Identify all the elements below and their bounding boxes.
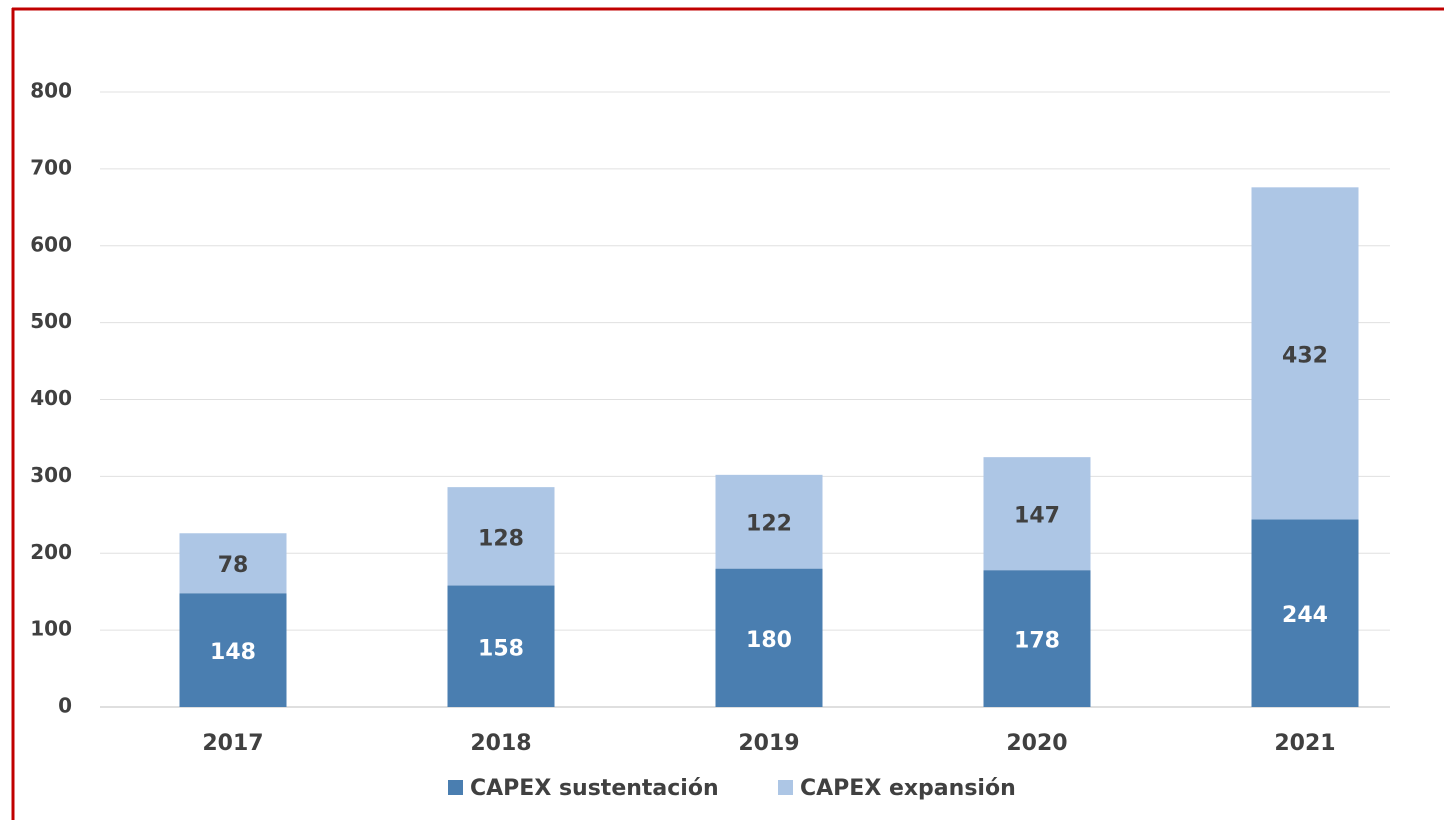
legend-label: CAPEX sustentación (470, 776, 719, 801)
x-tick-label: 2017 (202, 731, 263, 756)
legend-label: CAPEX expansión (800, 776, 1016, 801)
bar-segment (715, 568, 823, 707)
data-label: 178 (1014, 629, 1060, 654)
y-tick-label: 800 (30, 79, 72, 103)
bar-segment (447, 487, 555, 586)
x-tick-label: 2021 (1274, 731, 1335, 756)
data-label: 122 (746, 512, 792, 537)
y-tick-label: 0 (58, 694, 72, 718)
data-label: 148 (210, 640, 256, 665)
bar-segment (983, 570, 1091, 707)
data-label: 128 (478, 526, 524, 551)
legend-swatch (448, 780, 463, 795)
data-label: 244 (1282, 603, 1328, 628)
data-label: 147 (1014, 504, 1060, 529)
x-tick-label: 2020 (1006, 731, 1067, 756)
x-tick-label: 2019 (738, 731, 799, 756)
y-tick-label: 200 (30, 540, 72, 564)
y-tick-label: 700 (30, 155, 72, 179)
y-tick-label: 500 (30, 309, 72, 333)
data-label: 432 (1282, 343, 1328, 368)
y-tick-label: 300 (30, 463, 72, 487)
x-tick-label: 2018 (470, 731, 531, 756)
bar-segment (1251, 519, 1359, 707)
bar-segment (715, 474, 823, 569)
bar-segment (1251, 187, 1359, 520)
legend-swatch (778, 780, 793, 795)
y-tick-label: 400 (30, 386, 72, 410)
data-label: 158 (478, 636, 524, 661)
bar-segment (983, 457, 1091, 571)
bar-segment (447, 585, 555, 707)
data-label: 180 (746, 628, 792, 653)
y-tick-label: 100 (30, 617, 72, 641)
data-label: 78 (218, 553, 249, 578)
y-tick-label: 600 (30, 232, 72, 256)
bar-segment (179, 593, 287, 707)
bar-segment (179, 533, 287, 594)
